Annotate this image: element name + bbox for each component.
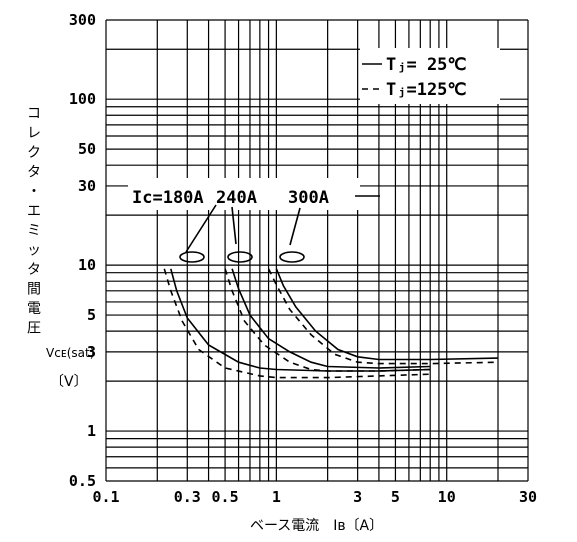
group-marker-300a bbox=[279, 251, 305, 263]
x-tick-label-5: 5 bbox=[391, 488, 400, 506]
y-axis-label-char-2: ク bbox=[27, 145, 41, 161]
group-marker-180a bbox=[179, 251, 205, 263]
y-axis-label-char-11: 圧 bbox=[27, 321, 41, 337]
y-axis-label-char-5: エ bbox=[27, 204, 41, 220]
y-tick-label-0: 300 bbox=[69, 11, 96, 29]
leader-180a bbox=[185, 204, 217, 253]
grid-layer bbox=[105, 19, 529, 482]
y-tick-label-4: 10 bbox=[78, 256, 96, 274]
y-axis-label-char-7: ッ bbox=[27, 243, 41, 259]
legend: Tⱼ= 25℃ Tⱼ=125℃ bbox=[360, 48, 500, 104]
y-axis-label-char-9: 間 bbox=[27, 282, 41, 298]
series-line-0 bbox=[170, 268, 431, 372]
series-line-1 bbox=[163, 268, 431, 379]
tick-layer: 0.1 0.3 0.5 1 3 5 10 30 300 100 50 30 10 5 3 1 0.5 bbox=[69, 11, 537, 506]
x-tick-label-0: 0.1 bbox=[92, 488, 119, 506]
y-tick-label-1: 100 bbox=[69, 90, 96, 108]
x-tick-label-2: 0.5 bbox=[212, 488, 239, 506]
annotations: Ic=180A 240A 300A bbox=[128, 178, 380, 263]
y-axis-unit: 〔V〕 bbox=[50, 374, 88, 390]
curve-layer bbox=[163, 268, 499, 379]
x-tick-label-4: 3 bbox=[353, 488, 362, 506]
legend-label-125c: Tⱼ=125℃ bbox=[386, 80, 467, 100]
series-line-4 bbox=[275, 268, 499, 361]
series-line-2 bbox=[231, 268, 431, 369]
y-tick-label-7: 1 bbox=[87, 422, 96, 440]
y-axis-label-char-8: タ bbox=[27, 262, 41, 278]
x-tick-label-3: 1 bbox=[272, 488, 281, 506]
y-axis-symbol: Vᴄᴇ(sat) bbox=[46, 346, 94, 360]
y-axis-label-char-4: ・ bbox=[27, 184, 41, 200]
y-tick-label-5: 5 bbox=[87, 306, 96, 324]
x-tick-label-1: 0.3 bbox=[174, 488, 201, 506]
series-line-5 bbox=[267, 268, 499, 365]
series-line-3 bbox=[224, 268, 431, 372]
y-axis-label-char-10: 電 bbox=[27, 301, 41, 317]
y-axis-label-char-6: ミ bbox=[27, 223, 41, 239]
y-tick-label-2: 50 bbox=[78, 140, 96, 158]
y-tick-label-8: 0.5 bbox=[69, 472, 96, 490]
annotation-ic-180a: Ic=180A bbox=[132, 188, 204, 208]
leader-300a bbox=[289, 207, 301, 246]
x-tick-label-6: 10 bbox=[438, 488, 456, 506]
y-axis-label-char-0: コ bbox=[27, 106, 41, 122]
x-tick-label-7: 30 bbox=[519, 488, 537, 506]
y-tick-label-3: 30 bbox=[78, 177, 96, 195]
leader-240a bbox=[231, 206, 237, 245]
annotation-240a: 240A bbox=[216, 188, 257, 208]
annotation-backdrop bbox=[128, 178, 360, 210]
legend-box bbox=[360, 48, 500, 104]
group-marker-240a bbox=[227, 251, 253, 263]
y-tick-label-6: 3 bbox=[87, 343, 96, 361]
legend-label-25c: Tⱼ= 25℃ bbox=[386, 55, 467, 75]
x-axis-label: ベース電流 Iʙ〔A〕 bbox=[250, 518, 383, 534]
y-axis-label-char-3: タ bbox=[27, 165, 41, 181]
y-axis-label-char-1: レ bbox=[27, 126, 41, 142]
annotation-300a: 300A bbox=[288, 188, 329, 208]
